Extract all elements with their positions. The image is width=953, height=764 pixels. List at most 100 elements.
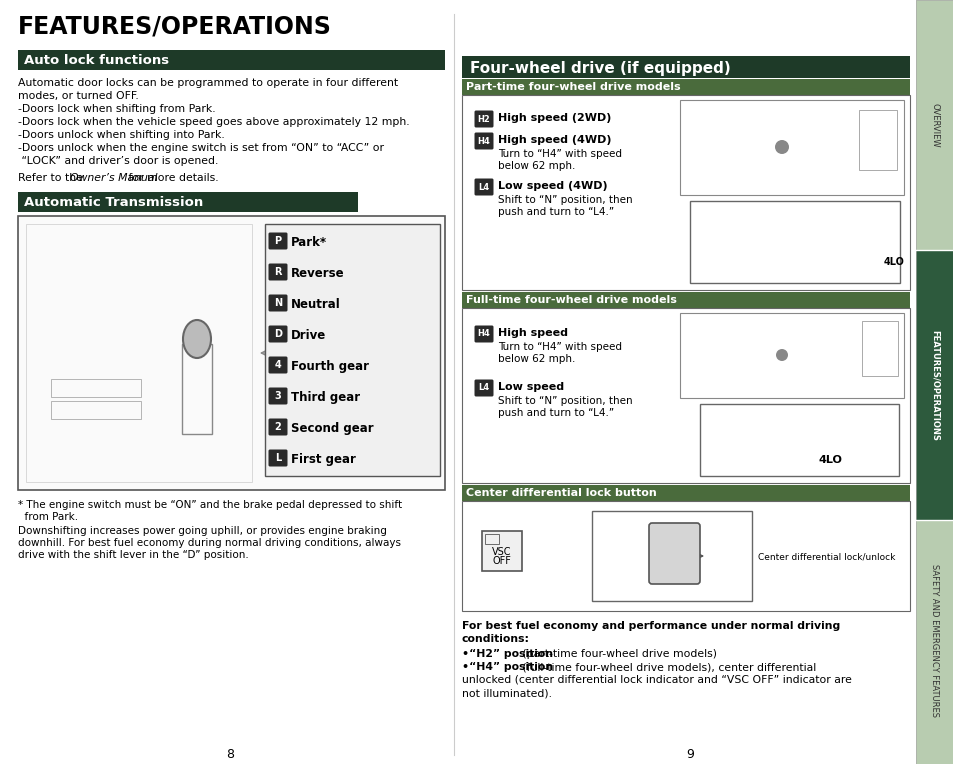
Bar	[265, 257, 439, 288]
Text: Automatic Transmission: Automatic Transmission	[24, 196, 203, 209]
Bar	[679, 313, 903, 398]
Text: 4LO: 4LO	[883, 257, 904, 267]
Text: SAFETY AND EMERGENCY FEATURES: SAFETY AND EMERGENCY FEATURES	[929, 564, 939, 717]
Text: “LOCK” and driver’s door is opened.: “LOCK” and driver’s door is opened.	[18, 156, 218, 166]
Bar	[592, 511, 751, 601]
Circle shape	[774, 140, 788, 154]
Bar	[265, 319, 439, 350]
Text: -Doors unlock when the engine switch is set from “ON” to “ACC” or: -Doors unlock when the engine switch is …	[18, 143, 384, 153]
Bar	[51, 379, 141, 397]
Bar	[858, 110, 896, 170]
Bar	[265, 443, 439, 474]
Text: 4: 4	[274, 360, 281, 370]
Text: drive with the shift lever in the “D” position.: drive with the shift lever in the “D” po…	[18, 550, 249, 560]
Text: OVERVIEW: OVERVIEW	[929, 102, 939, 147]
Text: •“H4” position: •“H4” position	[461, 662, 553, 672]
Text: below 62 mph.: below 62 mph.	[497, 354, 575, 364]
Text: L: L	[274, 453, 281, 463]
Text: Drive: Drive	[291, 329, 326, 342]
Ellipse shape	[183, 320, 211, 358]
FancyBboxPatch shape	[474, 132, 493, 150]
FancyBboxPatch shape	[474, 325, 493, 342]
Text: 3: 3	[274, 391, 281, 401]
Text: Automatic door locks can be programmed to operate in four different: Automatic door locks can be programmed t…	[18, 78, 397, 88]
Text: Neutral: Neutral	[291, 298, 340, 311]
Bar	[18, 50, 444, 70]
Text: not illuminated).: not illuminated).	[461, 688, 552, 698]
FancyBboxPatch shape	[474, 179, 493, 196]
Text: N: N	[274, 298, 282, 308]
Bar	[26, 224, 252, 482]
Bar	[915, 0, 953, 250]
Text: H4: H4	[477, 329, 490, 338]
Text: downhill. For best fuel economy during normal driving conditions, always: downhill. For best fuel economy during n…	[18, 538, 400, 548]
FancyBboxPatch shape	[268, 449, 287, 467]
Bar	[265, 288, 439, 319]
Text: -Doors unlock when shifting into Park.: -Doors unlock when shifting into Park.	[18, 130, 225, 140]
Text: D: D	[274, 329, 282, 339]
Bar	[461, 79, 909, 95]
Bar	[679, 313, 903, 398]
Text: unlocked (center differential lock indicator and “VSC OFF” indicator are: unlocked (center differential lock indic…	[461, 675, 851, 685]
Text: Refer to the: Refer to the	[18, 173, 87, 183]
Text: •“H2” position: •“H2” position	[461, 649, 553, 659]
Bar	[862, 321, 897, 376]
Text: -Doors lock when the vehicle speed goes above approximately 12 mph.: -Doors lock when the vehicle speed goes …	[18, 117, 409, 127]
Text: push and turn to “L4.”: push and turn to “L4.”	[497, 408, 614, 418]
Bar	[461, 308, 909, 483]
Text: High speed: High speed	[497, 328, 567, 338]
FancyBboxPatch shape	[268, 264, 287, 280]
Text: 2: 2	[274, 422, 281, 432]
Bar	[265, 381, 439, 412]
Text: Park*: Park*	[291, 236, 327, 249]
Bar	[461, 292, 909, 308]
Text: Turn to “H4” with speed: Turn to “H4” with speed	[497, 149, 621, 159]
Text: High speed (4WD): High speed (4WD)	[497, 135, 611, 145]
Text: Four-wheel drive (if equipped): Four-wheel drive (if equipped)	[470, 61, 730, 76]
Text: modes, or turned OFF.: modes, or turned OFF.	[18, 91, 138, 101]
Bar	[915, 0, 953, 764]
Text: Third gear: Third gear	[291, 391, 359, 404]
Bar	[484, 534, 498, 544]
Text: For best fuel economy and performance under normal driving: For best fuel economy and performance un…	[461, 621, 840, 631]
Bar	[182, 344, 212, 434]
Text: First gear: First gear	[291, 453, 355, 466]
Bar	[484, 534, 498, 544]
FancyBboxPatch shape	[268, 325, 287, 342]
Bar	[700, 404, 898, 476]
Bar	[461, 501, 909, 611]
Text: 9: 9	[685, 748, 693, 761]
Bar	[51, 401, 141, 419]
FancyBboxPatch shape	[268, 294, 287, 312]
Text: L4: L4	[478, 384, 489, 393]
FancyBboxPatch shape	[461, 56, 909, 78]
Text: Low speed: Low speed	[497, 382, 563, 392]
Text: Part-time four-wheel drive models: Part-time four-wheel drive models	[465, 82, 679, 92]
Text: Shift to “N” position, then: Shift to “N” position, then	[497, 396, 632, 406]
Bar	[679, 100, 903, 195]
Bar	[461, 485, 909, 501]
Text: H2: H2	[477, 115, 490, 124]
Text: P: P	[274, 236, 281, 246]
Text: (part-time four-wheel drive models): (part-time four-wheel drive models)	[518, 649, 717, 659]
Bar	[265, 226, 439, 257]
FancyBboxPatch shape	[648, 523, 700, 584]
Circle shape	[775, 349, 787, 361]
Text: High speed (2WD): High speed (2WD)	[497, 113, 611, 123]
Circle shape	[858, 232, 878, 252]
Text: * The engine switch must be “ON” and the brake pedal depressed to shift: * The engine switch must be “ON” and the…	[18, 500, 402, 510]
Bar	[689, 201, 899, 283]
FancyBboxPatch shape	[268, 387, 287, 404]
Text: OFF: OFF	[492, 556, 511, 566]
FancyBboxPatch shape	[474, 380, 493, 397]
Text: conditions:: conditions:	[461, 634, 530, 644]
Bar	[862, 321, 897, 376]
Bar	[592, 511, 751, 601]
Bar	[51, 401, 141, 419]
Bar	[26, 224, 252, 482]
Text: H4: H4	[477, 137, 490, 145]
Text: Fourth gear: Fourth gear	[291, 360, 369, 373]
Bar	[18, 216, 444, 490]
Bar	[265, 350, 439, 381]
Bar	[481, 531, 521, 571]
